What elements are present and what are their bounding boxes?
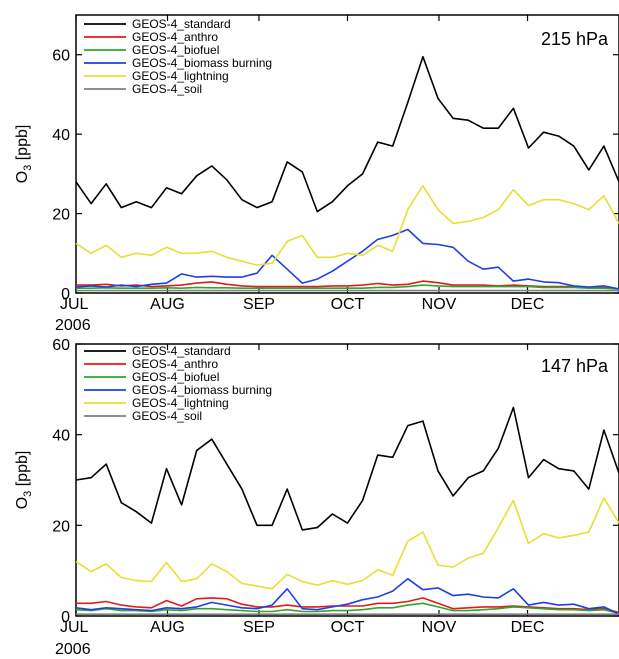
chart-panel-215hpa: 0 20 40 60 JUL AUG SEP OCT NOV DEC GEOS-4_standar…: [14, 14, 619, 334]
y-tick-label: 60: [52, 48, 70, 65]
x-tick-label: NOV: [422, 619, 457, 636]
x-tick-label: AUG: [150, 619, 185, 636]
legend-label-geos-4-lightning: GEOS-4_lightning: [132, 396, 229, 410]
y-tick-label: 40: [52, 127, 70, 144]
x-tick-label: DEC: [511, 619, 545, 636]
series-line-geos-4-lightning: [75, 497, 619, 590]
y-axis-title: O3 [ppb]: [14, 125, 34, 184]
legend-label-geos-4-biofuel: GEOS-4_biofuel: [132, 370, 219, 384]
x-tick-label: DEC: [511, 296, 545, 313]
y-tick-label: 0: [61, 286, 70, 303]
series-line-geos-4-standard: [75, 55, 619, 213]
y-tick-label: 20: [52, 518, 70, 535]
panel-label: 215 hPa: [541, 29, 609, 49]
y-tick-label: 20: [52, 207, 70, 224]
y-tick-label: 0: [61, 609, 70, 626]
x-tick-label: NOV: [422, 296, 457, 313]
x-tick-label: SEP: [243, 296, 275, 313]
y-tick-label: 60: [52, 337, 70, 354]
x-tick-label: OCT: [331, 619, 365, 636]
y-tick-label: 40: [52, 428, 70, 445]
legend-label-geos-4-soil: GEOS-4_soil: [132, 82, 202, 96]
series-line-geos-4-biomass-burning: [75, 577, 619, 615]
series-line-geos-4-biofuel: [75, 602, 619, 615]
x-tick-label: OCT: [331, 296, 365, 313]
legend-label-geos-4-anthro: GEOS-4_anthro: [132, 357, 218, 371]
x-tick-label: SEP: [243, 619, 275, 636]
y-axis-title: O3 [ppb]: [14, 451, 34, 510]
legend-label-geos-4-biomass-burning: GEOS-4_biomass burning: [132, 383, 272, 397]
x-tick-label: JUL: [60, 296, 89, 313]
year-label: 2006: [55, 641, 91, 658]
legend-label-geos-4-standard: GEOS-4_standard: [132, 17, 231, 31]
legend-label-geos-4-anthro: GEOS-4_anthro: [132, 30, 218, 44]
legend-label-geos-4-lightning: GEOS-4_lightning: [132, 69, 229, 83]
series-line-geos-4-biomass-burning: [75, 228, 619, 290]
series-line-geos-4-biofuel: [76, 284, 619, 290]
legend-label-geos-4-biomass-burning: GEOS-4_biomass burning: [132, 56, 272, 70]
legend-label-geos-4-standard: GEOS-4_standard: [132, 344, 231, 358]
series-line-geos-4-anthro: [76, 597, 619, 614]
series-line-geos-4-standard: [75, 406, 619, 531]
year-label: 2006: [55, 317, 91, 334]
x-tick-label: JUL: [60, 619, 89, 636]
panel-label: 147 hPa: [541, 356, 609, 376]
legend-label-geos-4-biofuel: GEOS-4_biofuel: [132, 43, 219, 57]
series-line-geos-4-lightning: [75, 185, 619, 267]
x-tick-label: AUG: [150, 296, 185, 313]
legend-label-geos-4-soil: GEOS-4_soil: [132, 409, 202, 423]
chart-panel-147hpa: 0 20 40 60 JUL AUG SEP OCT NOV DEC GEOS-4_standar…: [14, 337, 619, 658]
